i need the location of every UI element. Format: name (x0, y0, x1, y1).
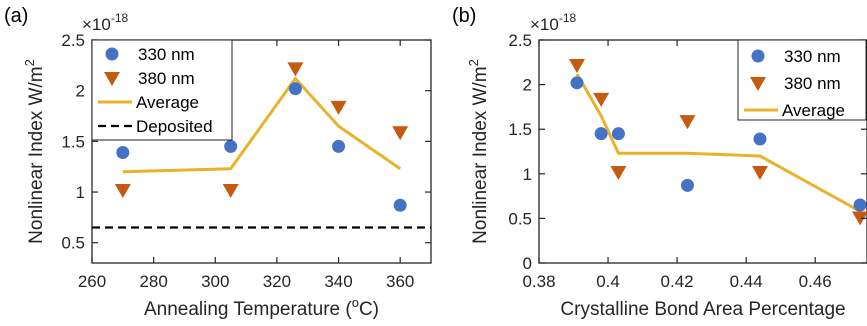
x-tick-label: 320 (263, 272, 291, 291)
x-tick-label: 0.44 (730, 272, 763, 291)
legend-marker-380nm (750, 77, 766, 91)
data-point-380nm (392, 126, 409, 141)
y-tick-label: 1.5 (61, 132, 85, 151)
data-point-330nm (853, 198, 867, 212)
y-tick-label: 2.5 (61, 31, 85, 50)
data-point-380nm (222, 184, 239, 199)
data-point-380nm (679, 115, 696, 130)
x-tick-label: 0.42 (661, 272, 694, 291)
x-tick-label: 280 (139, 272, 167, 291)
x-tick-label: 0.38 (522, 272, 555, 291)
y-tick-label: 1.5 (508, 120, 532, 139)
panel-a-ticks: 260 280 300 320 340 360 0.5 1 1.5 2 2.5 (61, 31, 431, 291)
x-tick-label: 260 (78, 272, 106, 291)
y-tick-label: 2.5 (508, 31, 532, 50)
legend-marker-330nm (105, 47, 119, 61)
data-point-330nm (332, 139, 346, 153)
panel-b: (b) ×10-18 0.38 0.4 0.42 0.44 0.46 0 0.5 1 1.5 2 2… (452, 5, 867, 320)
data-point-330nm (753, 132, 767, 146)
panel-b-y-multiplier: ×10-18 (530, 11, 577, 34)
panel-b-axes-box (538, 39, 867, 264)
x-tick-label: 300 (201, 272, 229, 291)
data-point-380nm (751, 166, 768, 181)
panel-a-label: (a) (4, 5, 28, 27)
y-tick-label: 2 (76, 82, 85, 101)
panel-a-y-label: Nonlinear Index W/m2 (22, 59, 47, 244)
x-tick-label: 0.46 (799, 272, 832, 291)
legend-label: Average (136, 93, 199, 112)
panel-b-x-label: Crystalline Bond Area Percentage (560, 299, 845, 320)
panel-a-axes-box (91, 39, 432, 264)
x-tick-label: 0.4 (596, 272, 620, 291)
data-point-330nm (288, 82, 302, 96)
data-point-330nm (393, 198, 407, 212)
legend-marker-380nm (104, 72, 120, 86)
average-line (575, 73, 861, 213)
panel-b-marks (568, 58, 867, 226)
data-point-330nm (116, 146, 130, 160)
panel-b-ticks: 0.38 0.4 0.42 0.44 0.46 0 0.5 1 1.5 2 2.5 (508, 31, 867, 291)
data-point-380nm (852, 211, 867, 226)
data-point-380nm (610, 166, 627, 181)
y-tick-label: 0.5 (61, 234, 85, 253)
legend-label: Deposited (136, 117, 213, 136)
panel-b-y-label: Nonlinear Index W/m2 (466, 59, 491, 244)
panel-b-label: (b) (452, 5, 476, 27)
panel-a-y-multiplier: ×10-18 (82, 11, 129, 34)
data-point-330nm (570, 76, 584, 90)
legend-marker-330nm (751, 49, 765, 63)
legend-label: 380 nm (138, 69, 195, 88)
y-tick-label: 0.5 (508, 209, 532, 228)
data-point-380nm (330, 100, 347, 115)
x-tick-label: 360 (386, 272, 414, 291)
y-tick-label: 1 (523, 165, 532, 184)
data-point-330nm (611, 127, 625, 141)
average-line (122, 77, 402, 174)
legend-label: Average (782, 101, 845, 120)
y-tick-label: 1 (76, 183, 85, 202)
y-tick-label: 0 (523, 254, 532, 273)
data-point-330nm (224, 139, 238, 153)
x-tick-label: 340 (324, 272, 352, 291)
data-point-380nm (114, 184, 131, 199)
data-point-330nm (680, 178, 694, 192)
legend-label: 330 nm (138, 45, 195, 64)
y-tick-label: 2 (523, 76, 532, 95)
panel-a-legend: 330 nm 380 nm Average Deposited (91, 39, 233, 141)
panel-a: (a) ×10-18 260 280 300 320 340 360 0.5 1 1.5 2 2.5… (4, 5, 432, 320)
data-point-380nm (287, 62, 304, 77)
legend-label: 380 nm (784, 74, 841, 93)
panel-b-legend: 330 nm 380 nm Average (737, 39, 867, 121)
data-point-330nm (594, 127, 608, 141)
data-point-380nm (593, 92, 610, 107)
panel-a-x-label: Annealing Temperature (oC) (144, 295, 379, 320)
panel-a-marks (92, 62, 431, 229)
legend-label: 330 nm (784, 47, 841, 66)
data-point-380nm (568, 58, 585, 73)
